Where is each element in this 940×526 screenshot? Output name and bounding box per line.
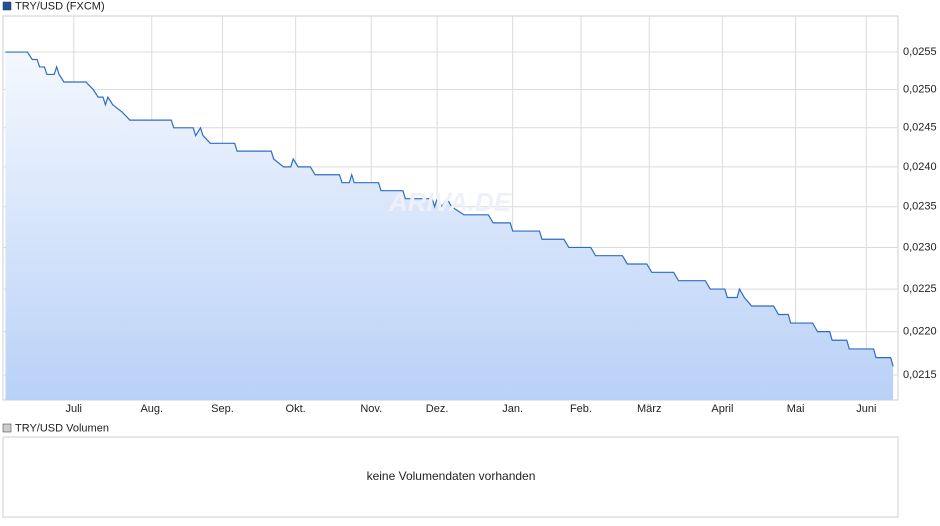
legend-swatch [2,423,12,433]
y-tick-label: 0,0250 [903,83,937,95]
x-tick-label: Juli [65,403,82,415]
x-tick-label: März [637,403,661,415]
x-tick-label: Okt. [286,403,306,415]
chart-title: TRY/USD (FXCM) [15,0,105,12]
y-tick-label: 0,0225 [903,283,937,295]
x-tick-label: Dez. [426,403,449,415]
volume-frame [2,436,899,518]
x-tick-label: Mai [787,403,805,415]
volume-title: TRY/USD Volumen [15,422,109,434]
watermark: ARIVA.DE [388,187,512,217]
y-tick-label: 0,0255 [903,46,937,58]
legend-swatch [2,1,12,11]
x-tick-label: April [711,403,733,415]
volume-note: keine Volumendaten vorhanden [367,469,536,483]
x-tick-label: Feb. [570,403,592,415]
x-tick-label: Sep. [211,403,234,415]
x-tick-label: Aug. [140,403,163,415]
x-tick-label: Juni [856,403,876,415]
y-tick-label: 0,0240 [903,161,937,173]
y-tick-label: 0,0230 [903,241,937,253]
y-tick-label: 0,0215 [903,369,937,381]
y-tick-label: 0,0235 [903,201,937,213]
line [5,51,894,367]
area [5,52,894,401]
y-tick-label: 0,0245 [903,122,937,134]
y-tick-label: 0,0220 [903,326,937,338]
x-tick-label: Nov. [360,403,382,415]
x-tick-label: Jan. [502,403,523,415]
